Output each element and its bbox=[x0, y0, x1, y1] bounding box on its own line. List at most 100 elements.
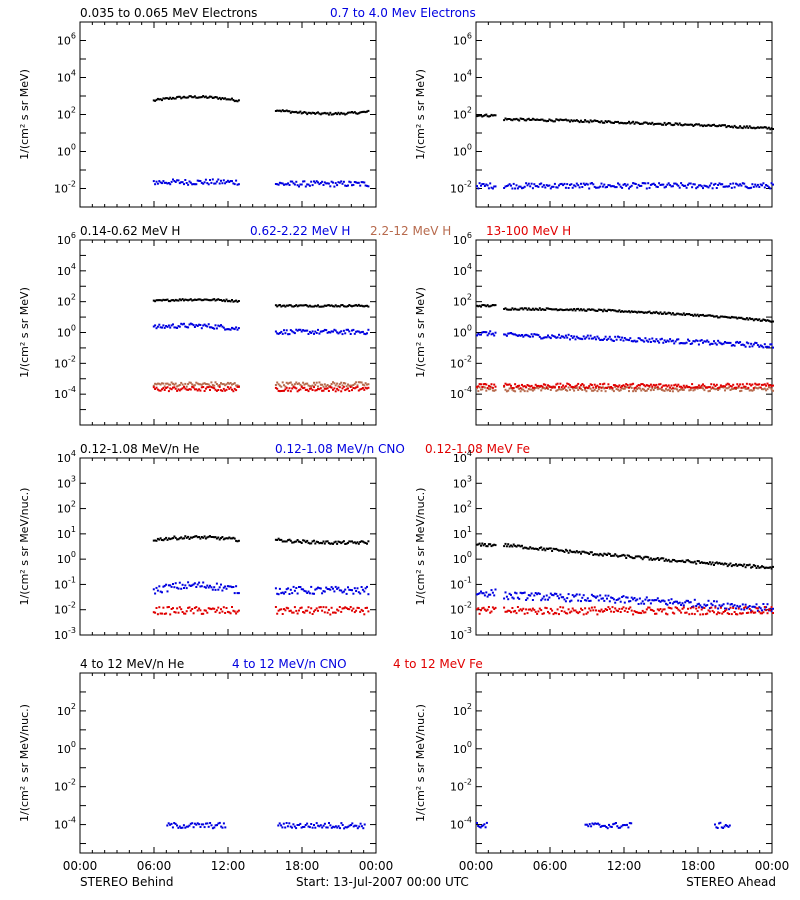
data-point bbox=[669, 184, 672, 187]
data-point bbox=[336, 542, 339, 545]
data-point bbox=[185, 385, 188, 388]
data-point bbox=[360, 111, 363, 114]
data-point bbox=[595, 186, 597, 189]
data-point bbox=[315, 180, 318, 183]
data-point bbox=[751, 127, 754, 130]
data-point bbox=[654, 340, 656, 343]
data-point bbox=[525, 119, 528, 122]
data-point bbox=[687, 123, 689, 126]
data-point bbox=[276, 387, 279, 390]
data-point bbox=[592, 595, 595, 597]
data-point bbox=[566, 119, 569, 122]
data-point bbox=[183, 299, 185, 302]
data-point bbox=[688, 386, 691, 388]
data-point bbox=[508, 592, 511, 595]
data-point bbox=[569, 600, 571, 603]
data-point bbox=[337, 385, 340, 388]
data-point bbox=[362, 827, 365, 830]
data-point bbox=[187, 535, 190, 538]
data-point bbox=[526, 547, 529, 550]
data-point bbox=[662, 312, 665, 315]
data-point bbox=[329, 386, 332, 389]
data-point bbox=[224, 300, 227, 303]
data-point bbox=[511, 119, 514, 122]
data-point bbox=[563, 610, 566, 613]
data-point bbox=[152, 588, 155, 591]
data-point bbox=[640, 310, 643, 313]
data-point bbox=[586, 183, 589, 186]
data-point bbox=[724, 607, 726, 610]
data-point bbox=[184, 387, 187, 390]
data-point bbox=[673, 384, 676, 387]
data-point bbox=[519, 387, 522, 390]
data-point bbox=[233, 382, 236, 385]
data-point bbox=[573, 184, 576, 187]
data-point bbox=[567, 551, 570, 554]
data-point bbox=[700, 339, 703, 342]
data-point bbox=[485, 545, 488, 548]
data-point bbox=[754, 127, 757, 130]
data-point bbox=[590, 384, 593, 386]
data-point bbox=[166, 182, 169, 185]
data-point bbox=[298, 304, 300, 307]
data-point bbox=[334, 825, 337, 828]
data-point bbox=[518, 308, 521, 311]
data-point bbox=[566, 336, 569, 339]
data-point bbox=[293, 540, 296, 543]
data-point bbox=[647, 182, 650, 185]
data-point bbox=[337, 305, 340, 308]
data-point bbox=[685, 186, 688, 189]
data-point bbox=[700, 608, 703, 611]
data-point bbox=[195, 96, 198, 99]
data-point bbox=[759, 386, 762, 389]
data-point bbox=[630, 822, 633, 825]
data-point bbox=[355, 330, 358, 333]
data-point bbox=[152, 299, 155, 302]
data-point bbox=[349, 304, 352, 307]
data-point bbox=[283, 304, 285, 307]
data-point bbox=[617, 182, 619, 185]
data-point bbox=[641, 311, 644, 314]
data-point bbox=[226, 537, 229, 540]
data-point bbox=[619, 600, 622, 603]
data-point bbox=[721, 124, 724, 127]
data-point bbox=[547, 384, 549, 387]
data-point bbox=[341, 384, 344, 387]
data-point bbox=[638, 123, 641, 125]
data-point bbox=[765, 319, 768, 322]
data-point bbox=[522, 388, 525, 391]
data-point bbox=[766, 382, 769, 385]
data-point bbox=[289, 111, 292, 114]
x-tick-label: 12:00 bbox=[211, 859, 246, 873]
data-point bbox=[490, 610, 493, 613]
data-point bbox=[163, 181, 166, 184]
data-point bbox=[527, 388, 530, 390]
data-point bbox=[744, 126, 747, 129]
data-point bbox=[687, 559, 689, 562]
data-point bbox=[555, 186, 558, 189]
data-point bbox=[236, 300, 239, 303]
data-point bbox=[165, 382, 168, 385]
data-point bbox=[485, 383, 488, 386]
data-point bbox=[360, 181, 363, 184]
data-point bbox=[612, 340, 615, 342]
data-point bbox=[503, 545, 506, 548]
data-point bbox=[176, 824, 178, 827]
data-point bbox=[634, 611, 637, 613]
y-axis-label: 1/(cm² s sr MeV/nuc.) bbox=[414, 704, 427, 822]
data-point bbox=[641, 558, 644, 561]
data-point bbox=[288, 822, 291, 825]
data-point bbox=[755, 387, 758, 390]
data-point bbox=[340, 542, 343, 545]
data-point bbox=[564, 308, 567, 311]
data-point bbox=[166, 382, 169, 385]
data-point bbox=[314, 542, 317, 545]
data-point bbox=[359, 304, 362, 307]
data-point bbox=[508, 332, 511, 335]
data-point bbox=[165, 612, 168, 615]
y-axis-label: 1/(cm² s sr MeV/nuc.) bbox=[414, 488, 427, 606]
data-point bbox=[154, 611, 157, 614]
data-point bbox=[158, 538, 161, 541]
data-point bbox=[582, 594, 585, 597]
data-point bbox=[209, 607, 211, 610]
